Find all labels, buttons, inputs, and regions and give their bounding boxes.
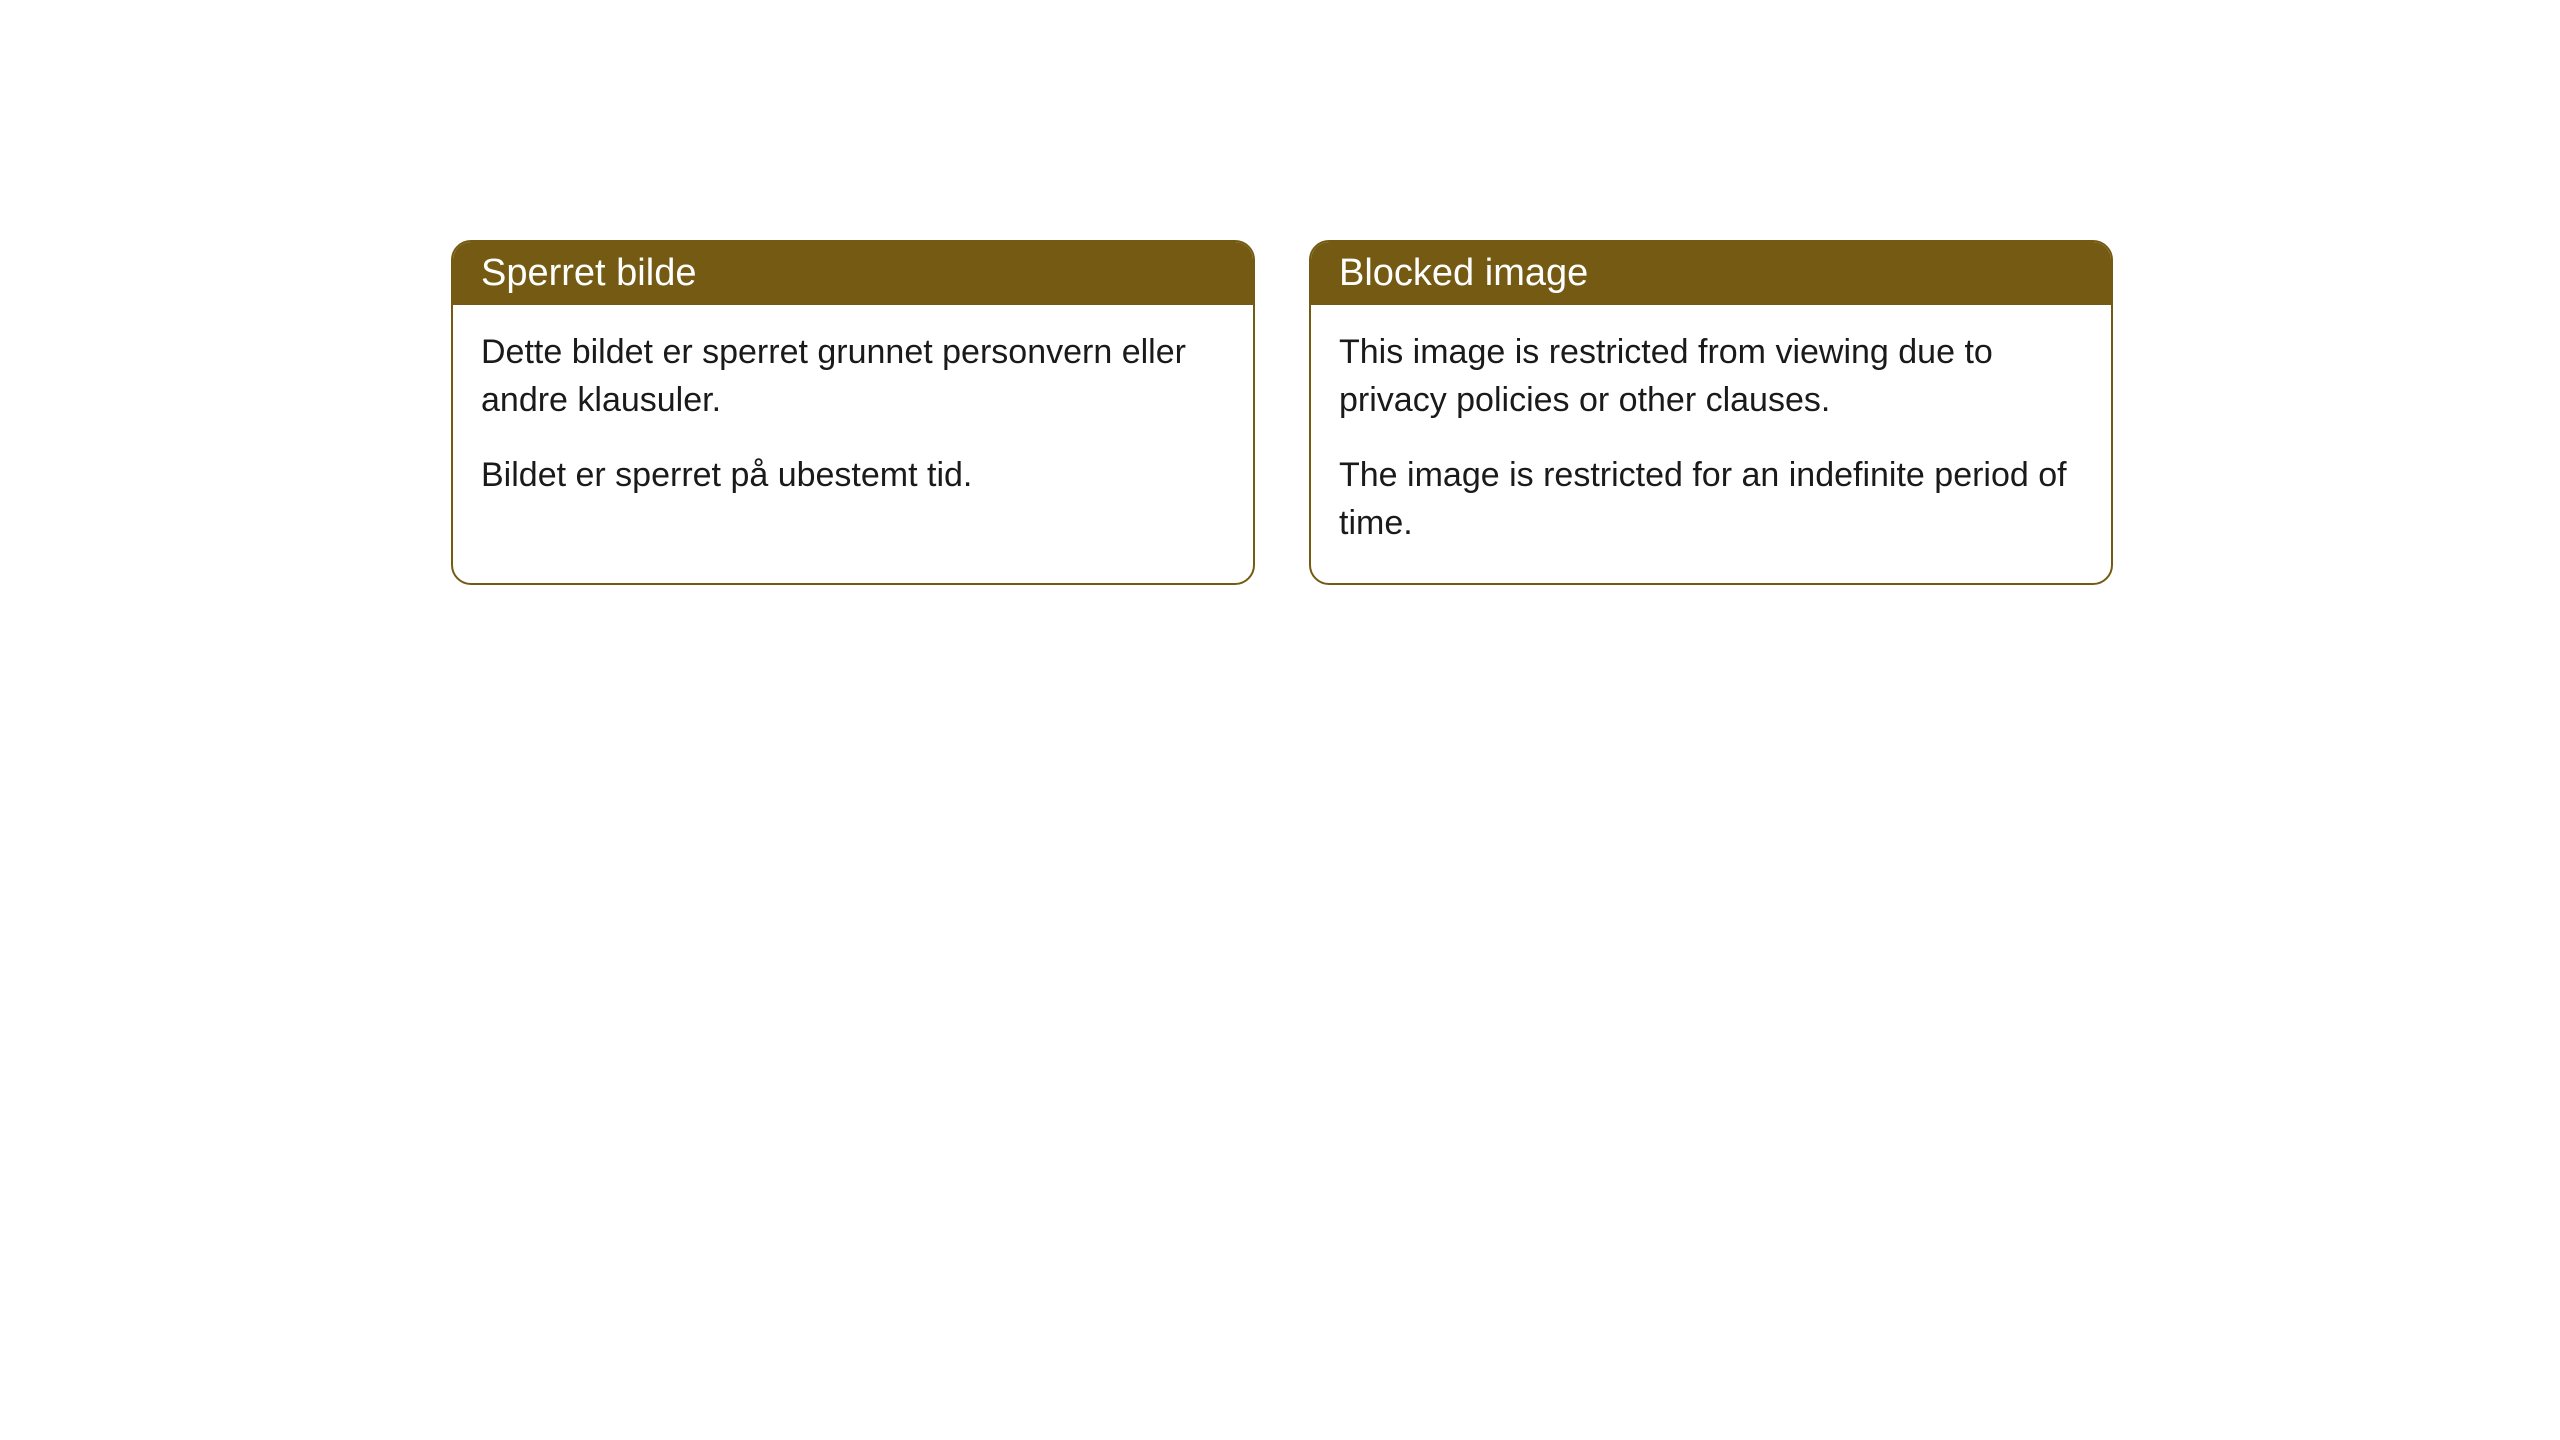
notice-card-english: Blocked image This image is restricted f… xyxy=(1309,240,2113,585)
notice-card-norwegian: Sperret bilde Dette bildet er sperret gr… xyxy=(451,240,1255,585)
card-paragraph: The image is restricted for an indefinit… xyxy=(1339,452,2083,547)
card-paragraph: Dette bildet er sperret grunnet personve… xyxy=(481,329,1225,424)
card-title: Blocked image xyxy=(1339,252,1588,294)
card-header: Sperret bilde xyxy=(453,242,1253,305)
notice-cards-container: Sperret bilde Dette bildet er sperret gr… xyxy=(451,240,2113,585)
card-body: Dette bildet er sperret grunnet personve… xyxy=(453,305,1253,536)
card-paragraph: This image is restricted from viewing du… xyxy=(1339,329,2083,424)
card-paragraph: Bildet er sperret på ubestemt tid. xyxy=(481,452,1225,500)
card-body: This image is restricted from viewing du… xyxy=(1311,305,2111,583)
card-header: Blocked image xyxy=(1311,242,2111,305)
card-title: Sperret bilde xyxy=(481,252,696,294)
